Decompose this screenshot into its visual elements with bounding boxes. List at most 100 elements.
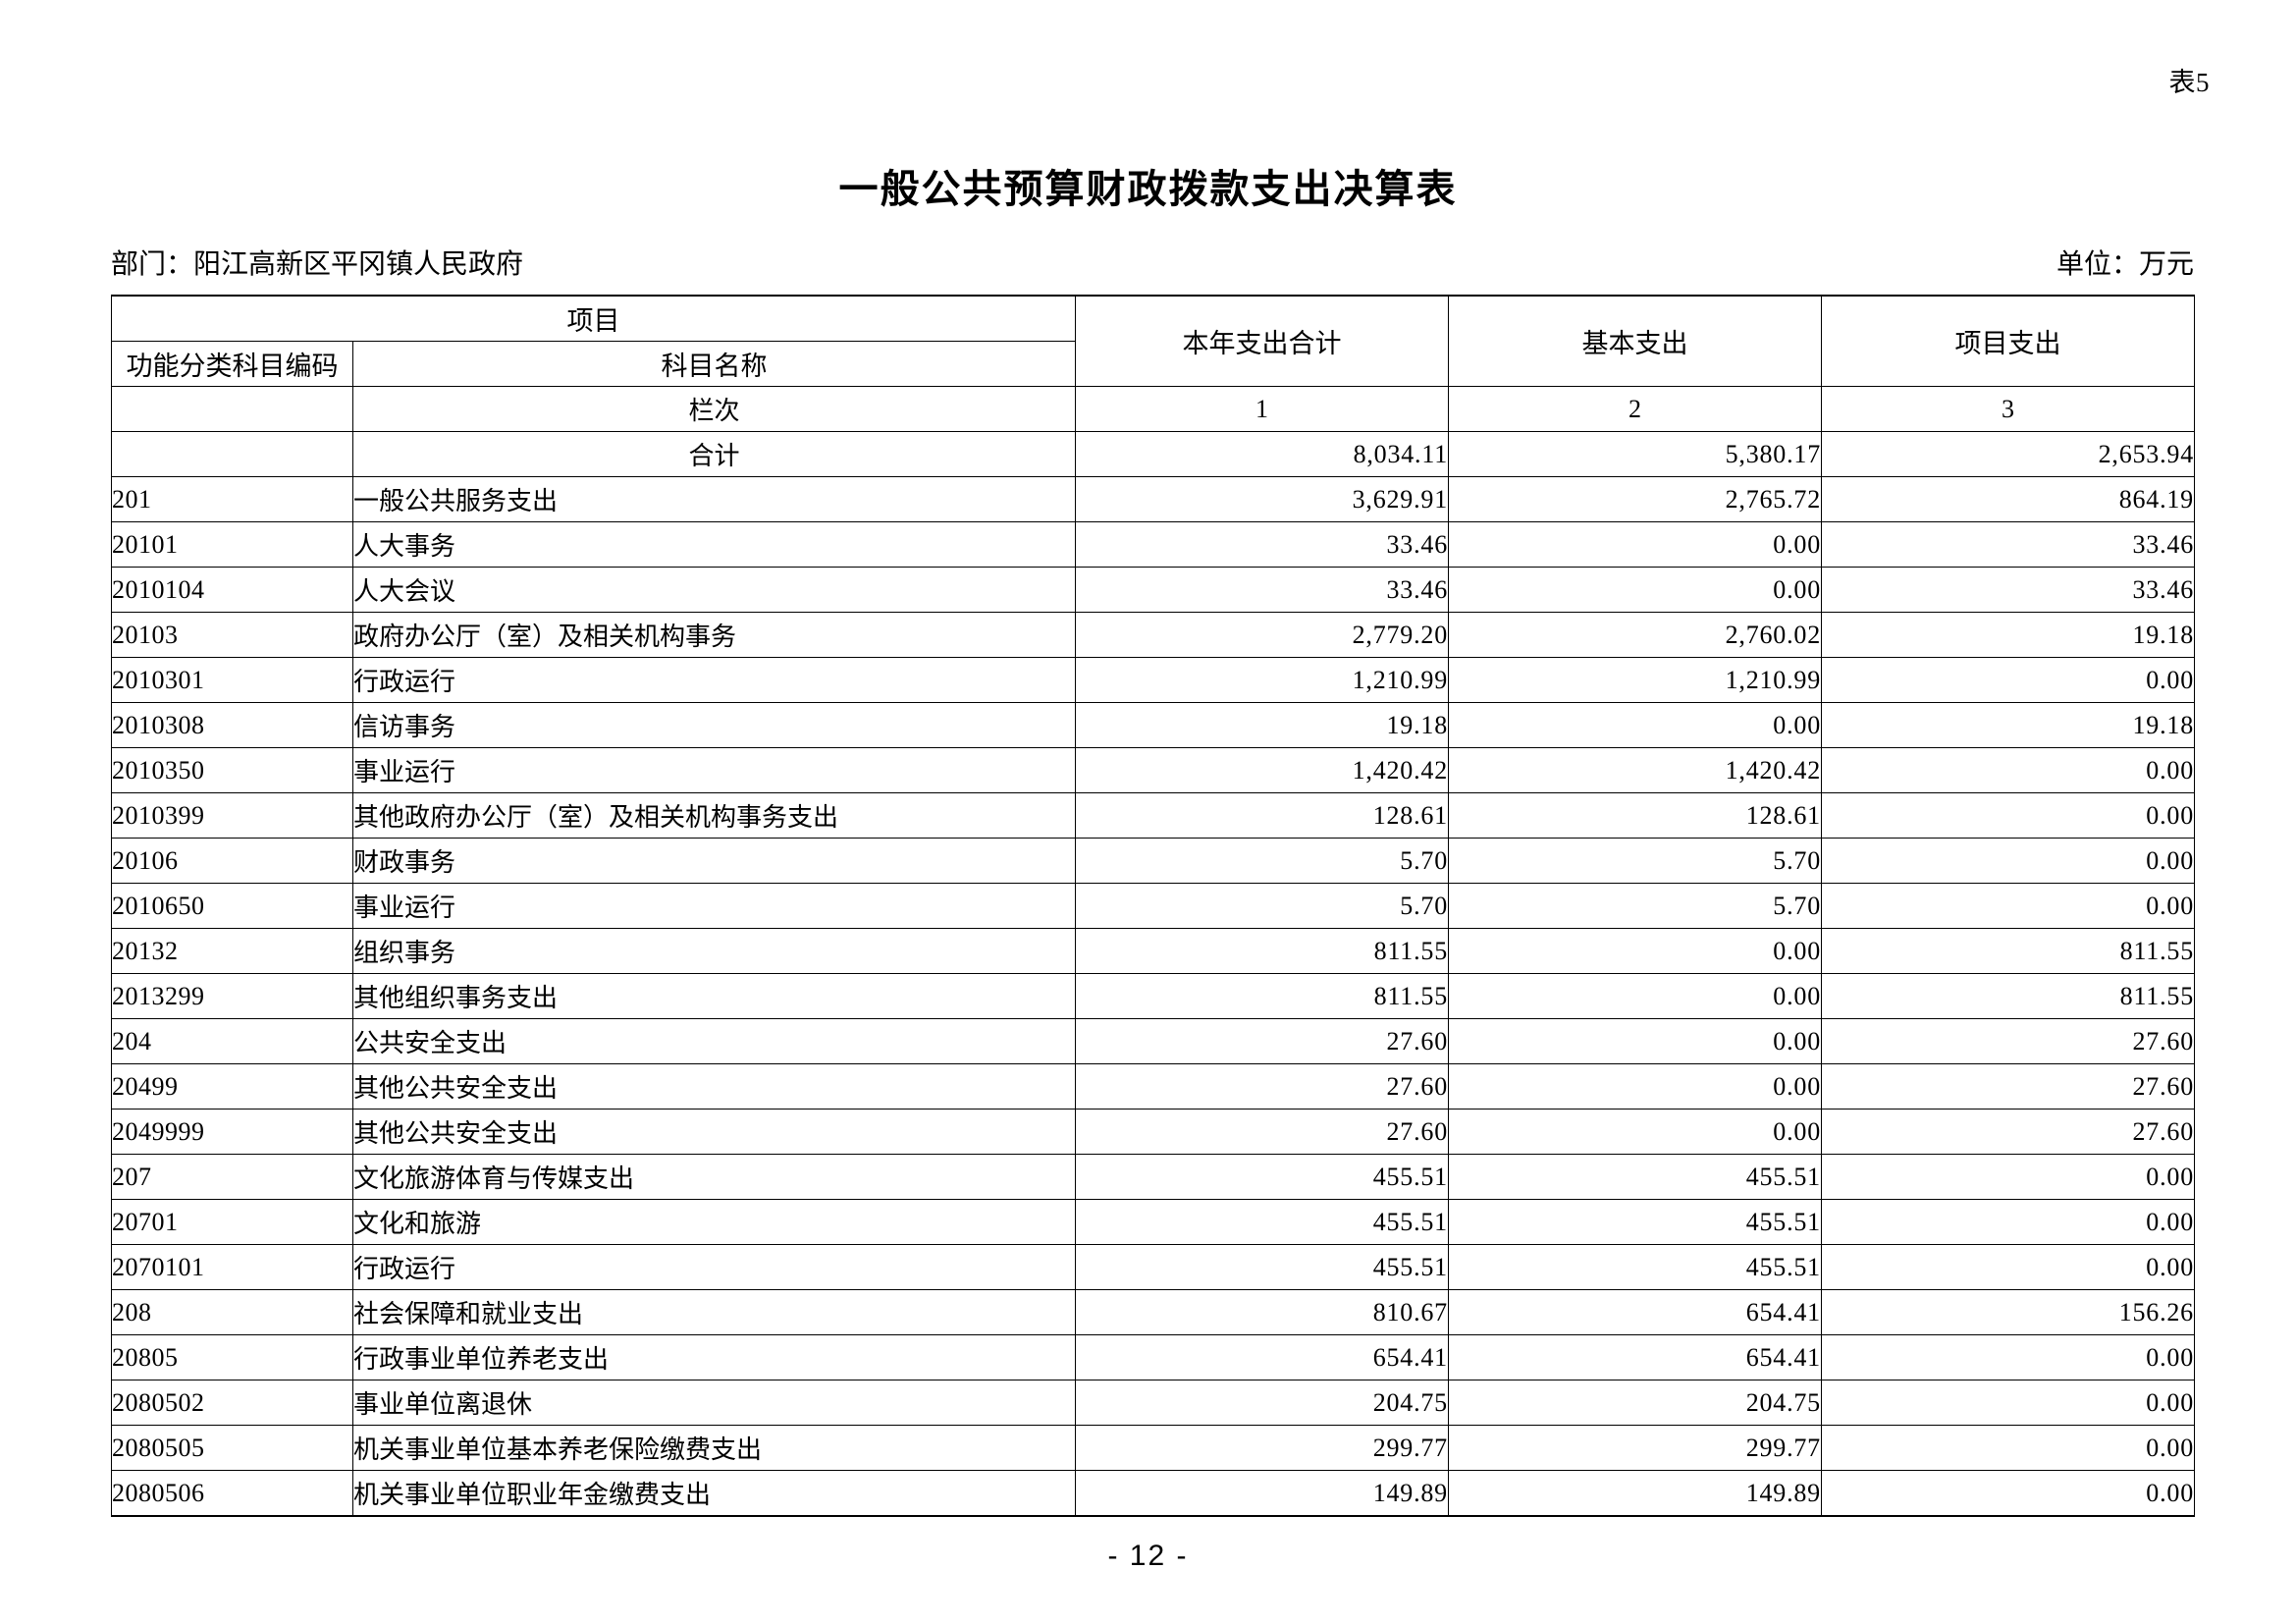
row-total-value: 204.75 <box>1075 1380 1449 1426</box>
row-project-value: 156.26 <box>1821 1289 2195 1335</box>
total-row-label: 合计 <box>352 431 1076 477</box>
row-basic-value: 1,420.42 <box>1448 747 1822 793</box>
row-function-code: 2010350 <box>111 747 353 793</box>
header-project-expenditure: 项目支出 <box>1821 295 2195 387</box>
row-project-value: 27.60 <box>1821 1018 2195 1064</box>
row-project-value: 19.18 <box>1821 612 2195 658</box>
row-total-value: 27.60 <box>1075 1109 1449 1155</box>
row-basic-value: 2,765.72 <box>1448 476 1822 522</box>
row-function-code: 20106 <box>111 838 353 884</box>
row-function-code: 2010104 <box>111 567 353 613</box>
row-project-value: 811.55 <box>1821 928 2195 974</box>
row-basic-value: 299.77 <box>1448 1425 1822 1471</box>
lanci-number-3: 3 <box>1821 386 2195 432</box>
row-total-value: 810.67 <box>1075 1289 1449 1335</box>
header-function-code: 功能分类科目编码 <box>111 341 353 387</box>
row-function-code: 2080502 <box>111 1380 353 1426</box>
row-basic-value: 0.00 <box>1448 1063 1822 1110</box>
table-row: 201 一般公共服务支出 3,629.91 2,765.72 864.19 <box>111 476 2195 522</box>
row-function-code: 207 <box>111 1154 353 1200</box>
row-total-value: 299.77 <box>1075 1425 1449 1471</box>
row-function-code: 2010399 <box>111 792 353 839</box>
row-function-code: 20103 <box>111 612 353 658</box>
page-number: - 12 - <box>1107 1540 1189 1572</box>
row-function-code: 20101 <box>111 521 353 568</box>
table-row: 2010399 其他政府办公厅（室）及相关机构事务支出 128.61 128.61 0.… <box>111 792 2195 839</box>
row-subject-name: 事业运行 <box>352 747 1076 793</box>
row-total-value: 5.70 <box>1075 838 1449 884</box>
header-total-expenditure: 本年支出合计 <box>1075 295 1449 387</box>
row-basic-value: 128.61 <box>1448 792 1822 839</box>
total-row-total-value: 8,034.11 <box>1075 431 1449 477</box>
row-total-value: 455.51 <box>1075 1199 1449 1245</box>
row-subject-name: 其他政府办公厅（室）及相关机构事务支出 <box>352 792 1076 839</box>
row-subject-name: 政府办公厅（室）及相关机构事务 <box>352 612 1076 658</box>
row-project-value: 864.19 <box>1821 476 2195 522</box>
row-basic-value: 0.00 <box>1448 702 1822 748</box>
row-subject-name: 行政运行 <box>352 1244 1076 1290</box>
lanci-number-1: 1 <box>1075 386 1449 432</box>
row-subject-name: 其他公共安全支出 <box>352 1109 1076 1155</box>
row-function-code: 201 <box>111 476 353 522</box>
lanci-number-2: 2 <box>1448 386 1822 432</box>
row-function-code: 2010308 <box>111 702 353 748</box>
row-subject-name: 社会保障和就业支出 <box>352 1289 1076 1335</box>
row-subject-name: 财政事务 <box>352 838 1076 884</box>
table-row: 207 文化旅游体育与传媒支出 455.51 455.51 0.00 <box>111 1154 2195 1200</box>
row-basic-value: 149.89 <box>1448 1470 1822 1517</box>
row-subject-name: 信访事务 <box>352 702 1076 748</box>
table-row: 2070101 行政运行 455.51 455.51 0.00 <box>111 1244 2195 1290</box>
total-code-blank <box>111 431 353 477</box>
row-project-value: 0.00 <box>1821 1244 2195 1290</box>
lanci-code-blank <box>111 386 353 432</box>
row-basic-value: 0.00 <box>1448 521 1822 568</box>
table-header-row-sub: 功能分类科目编码 科目名称 <box>111 341 2195 387</box>
table-row: 2080502 事业单位离退休 204.75 204.75 0.00 <box>111 1380 2195 1426</box>
row-subject-name: 人大事务 <box>352 521 1076 568</box>
table-row: 2010650 事业运行 5.70 5.70 0.00 <box>111 883 2195 929</box>
table-row: 20805 行政事业单位养老支出 654.41 654.41 0.00 <box>111 1334 2195 1380</box>
row-basic-value: 1,210.99 <box>1448 657 1822 703</box>
row-project-value: 0.00 <box>1821 792 2195 839</box>
row-total-value: 19.18 <box>1075 702 1449 748</box>
row-total-value: 128.61 <box>1075 792 1449 839</box>
row-project-value: 0.00 <box>1821 1380 2195 1426</box>
row-basic-value: 204.75 <box>1448 1380 1822 1426</box>
row-total-value: 1,210.99 <box>1075 657 1449 703</box>
row-basic-value: 2,760.02 <box>1448 612 1822 658</box>
table-row: 20103 政府办公厅（室）及相关机构事务 2,779.20 2,760.02 19.1… <box>111 612 2195 658</box>
row-total-value: 455.51 <box>1075 1154 1449 1200</box>
document-meta: 部门：阳江高新区平冈镇人民政府 单位：万元 <box>111 243 2194 282</box>
table-row-total: 合计 8,034.11 5,380.17 2,653.94 <box>111 431 2195 477</box>
row-total-value: 33.46 <box>1075 567 1449 613</box>
department-label: 部门：阳江高新区平冈镇人民政府 <box>111 249 524 280</box>
row-function-code: 2080506 <box>111 1470 353 1517</box>
row-subject-name: 其他公共安全支出 <box>352 1063 1076 1110</box>
row-basic-value: 0.00 <box>1448 567 1822 613</box>
row-subject-name: 文化和旅游 <box>352 1199 1076 1245</box>
row-subject-name: 行政事业单位养老支出 <box>352 1334 1076 1380</box>
row-subject-name: 一般公共服务支出 <box>352 476 1076 522</box>
table-row: 2010104 人大会议 33.46 0.00 33.46 <box>111 567 2195 613</box>
table-row: 204 公共安全支出 27.60 0.00 27.60 <box>111 1018 2195 1064</box>
row-basic-value: 455.51 <box>1448 1154 1822 1200</box>
table-row: 2010350 事业运行 1,420.42 1,420.42 0.00 <box>111 747 2195 793</box>
row-project-value: 33.46 <box>1821 567 2195 613</box>
unit-label: 单位：万元 <box>2056 249 2194 280</box>
row-function-code: 2080505 <box>111 1425 353 1471</box>
page-title: 一般公共预算财政拨款支出决算表 <box>838 168 1458 211</box>
table-row: 20106 财政事务 5.70 5.70 0.00 <box>111 838 2195 884</box>
row-project-value: 0.00 <box>1821 1154 2195 1200</box>
header-group-project: 项目 <box>111 295 1076 342</box>
row-project-value: 0.00 <box>1821 1199 2195 1245</box>
row-function-code: 20701 <box>111 1199 353 1245</box>
table-row: 2010301 行政运行 1,210.99 1,210.99 0.00 <box>111 657 2195 703</box>
row-project-value: 27.60 <box>1821 1109 2195 1155</box>
row-subject-name: 组织事务 <box>352 928 1076 974</box>
table-row: 20132 组织事务 811.55 0.00 811.55 <box>111 928 2195 974</box>
row-total-value: 27.60 <box>1075 1018 1449 1064</box>
row-project-value: 27.60 <box>1821 1063 2195 1110</box>
row-function-code: 20499 <box>111 1063 353 1110</box>
table-column-number-row: 栏次 1 2 3 <box>111 386 2195 432</box>
table-row: 20701 文化和旅游 455.51 455.51 0.00 <box>111 1199 2195 1245</box>
